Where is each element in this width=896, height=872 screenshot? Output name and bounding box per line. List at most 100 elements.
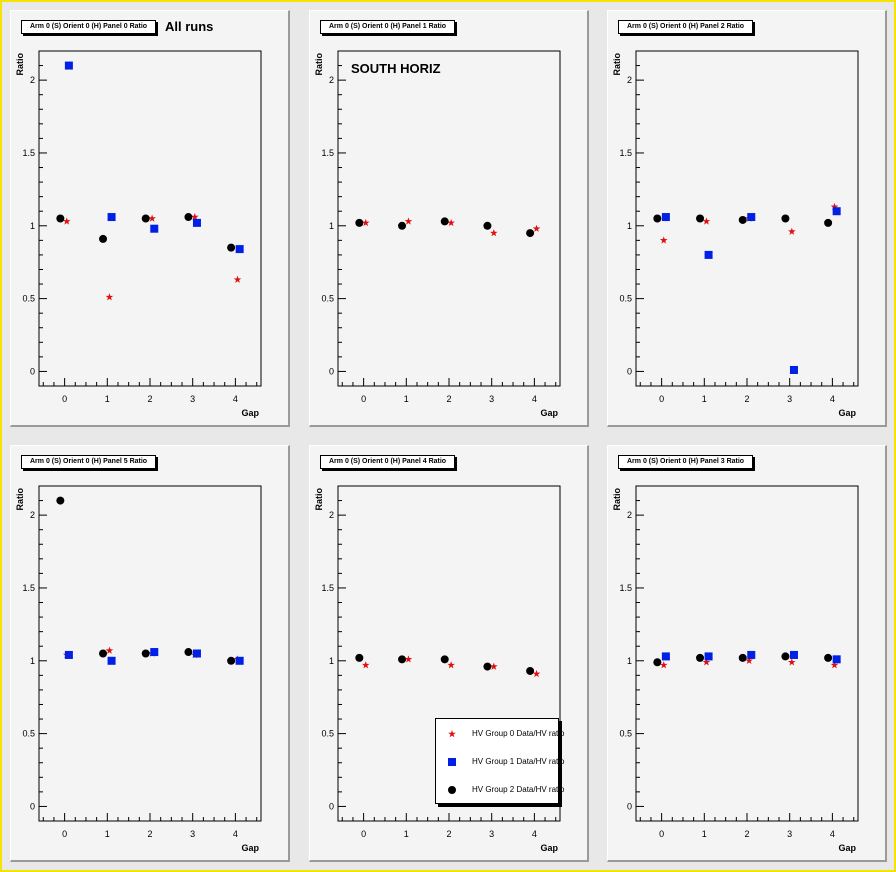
y-tick-label: 1 [329,221,334,231]
data-point-group1 [789,365,798,374]
pad-title: Arm 0 (S) Orient 0 (H) Panel 1 Ratio [320,20,456,34]
x-tick-label: 1 [404,394,409,404]
legend-label: HV Group 0 Data/HV ratio [472,729,565,738]
data-point-group1 [107,213,116,222]
x-tick-label: 3 [489,829,494,839]
data-point-group1 [64,61,73,70]
data-point-group0 [148,214,156,222]
legend-label: HV Group 1 Data/HV ratio [472,757,565,766]
legend-marker-group1 [448,758,456,766]
y-axis-label: Ratio [314,487,324,510]
y-tick-label: 0 [30,366,35,376]
y-tick-label: 1.5 [619,583,632,593]
y-tick-label: 1 [627,656,632,666]
x-tick-label: 3 [489,394,494,404]
data-point-group2 [738,215,747,224]
data-point-group0 [62,217,71,225]
plot-annotation: All runs [165,19,214,34]
x-tick-label: 4 [233,829,238,839]
plot-annotation: SOUTH HORIZ [351,61,441,76]
data-point-group0 [830,661,839,669]
x-tick-label: 4 [830,829,835,839]
x-axis-label: Gap [838,843,856,853]
y-tick-label: 0.5 [22,729,35,739]
y-tick-label: 2 [30,75,35,85]
data-point-group2 [56,214,65,223]
data-point-group2 [227,243,236,252]
x-tick-label: 2 [446,394,451,404]
y-tick-label: 1 [30,221,35,231]
data-point-group1 [661,652,670,661]
data-point-group0 [361,661,370,669]
y-axis-label: Ratio [15,52,25,75]
data-point-group0 [490,229,498,237]
plot-pad-4: 0 0.5 1 1.5 2 0 1 2 3 4 Gap Ratio Arm 0 (S) Orient 0… [309,445,589,862]
x-tick-label: 3 [787,394,792,404]
data-point-group2 [781,214,790,223]
data-point-group0 [702,217,711,225]
legend-label: HV Group 2 Data/HV ratio [472,785,565,794]
data-point-group2 [653,214,662,223]
data-point-group1 [192,218,201,227]
data-point-group2 [56,496,65,505]
data-point-group0 [361,218,370,227]
data-point-group0 [788,227,796,235]
data-point-group1 [150,648,159,657]
data-point-group2 [184,648,193,657]
pad-title: Arm 0 (S) Orient 0 (H) Panel 0 Ratio [21,20,157,34]
x-tick-label: 2 [446,829,451,839]
data-point-group1 [150,224,159,233]
y-tick-label: 2 [627,510,632,520]
y-tick-label: 1 [30,656,35,666]
y-tick-label: 0 [627,801,632,811]
data-point-group0 [702,658,711,666]
x-tick-label: 1 [404,829,409,839]
y-tick-label: 0 [329,801,334,811]
data-point-group2 [526,229,535,238]
pad-title: Arm 0 (S) Orient 0 (H) Panel 3 Ratio [618,455,754,469]
data-point-group2 [483,221,492,230]
x-tick-label: 4 [532,829,537,839]
data-point-group2 [398,221,407,230]
data-point-group2 [440,217,449,226]
y-axis-label: Ratio [612,52,622,75]
x-tick-label: 1 [105,394,110,404]
y-axis-label: Ratio [15,487,25,510]
x-tick-label: 2 [147,394,152,404]
data-point-group1 [789,650,798,659]
data-point-group1 [235,245,244,254]
x-tick-label: 0 [62,394,67,404]
legend-marker-group0 [448,730,456,738]
x-tick-label: 4 [532,394,537,404]
legend: HV Group 0 Data/HV ratio HV Group 1 Data/… [435,718,564,804]
data-point-group1 [747,650,756,659]
y-tick-label: 0 [329,366,334,376]
y-tick-label: 0 [30,801,35,811]
data-point-group0 [532,224,541,232]
data-point-group2 [738,653,747,662]
x-tick-label: 1 [105,829,110,839]
pad-title: Arm 0 (S) Orient 0 (H) Panel 2 Ratio [618,20,754,34]
data-point-group0 [532,669,541,678]
pad-title: Arm 0 (S) Orient 0 (H) Panel 4 Ratio [320,455,456,469]
y-tick-label: 2 [627,75,632,85]
y-tick-label: 2 [329,510,334,520]
data-point-group0 [659,661,668,669]
data-point-group2 [355,653,364,662]
data-point-group0 [447,218,455,227]
data-point-group1 [747,213,756,222]
y-tick-label: 1.5 [321,583,334,593]
data-point-group2 [184,213,193,222]
x-tick-label: 0 [659,394,664,404]
data-point-group0 [745,656,753,665]
data-point-group2 [696,653,705,662]
data-point-group1 [704,652,713,661]
data-point-group2 [824,653,833,662]
x-axis-label: Gap [241,843,259,853]
plot-frame [635,485,859,822]
legend-marker [448,786,456,794]
x-tick-label: 0 [659,829,664,839]
data-point-group1 [704,250,713,259]
